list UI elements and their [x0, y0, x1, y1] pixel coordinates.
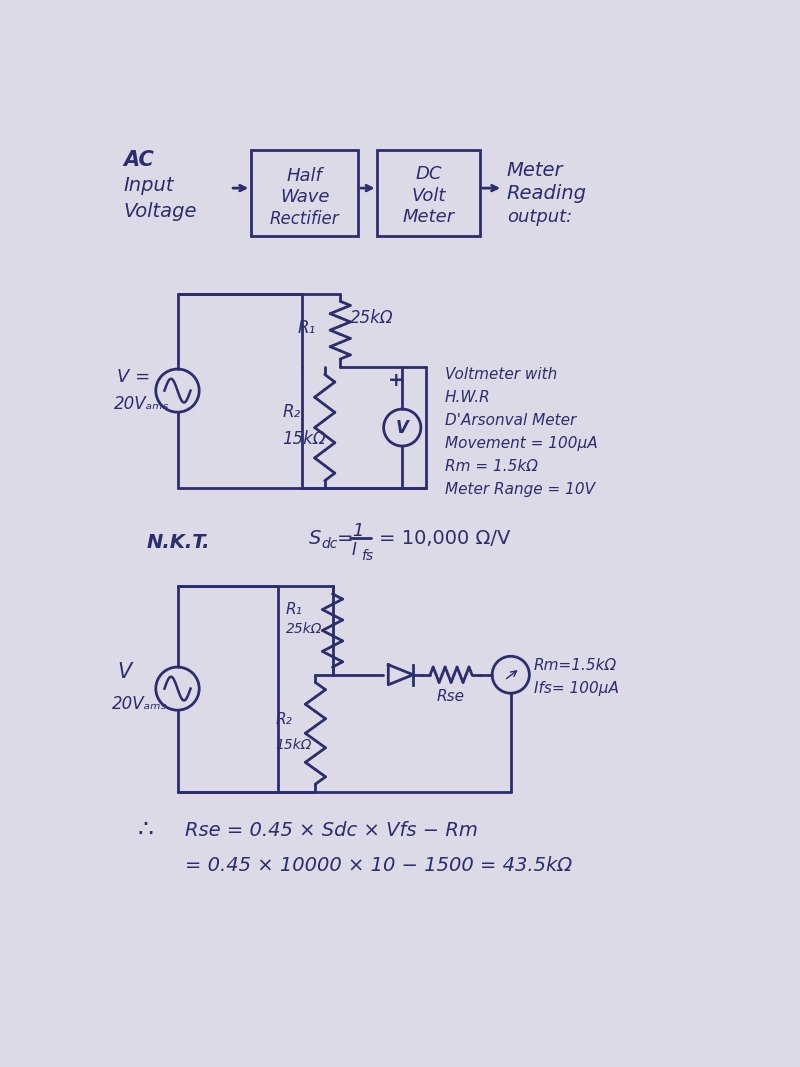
Text: Meter Range = 10V: Meter Range = 10V [445, 482, 595, 497]
Text: = 0.45 × 10000 × 10 − 1500 = 43.5kΩ: = 0.45 × 10000 × 10 − 1500 = 43.5kΩ [186, 856, 572, 875]
Text: R₁: R₁ [286, 602, 302, 617]
Text: N.K.T.: N.K.T. [146, 532, 210, 552]
Text: 25kΩ: 25kΩ [350, 309, 393, 328]
Text: V =: V = [117, 368, 150, 386]
Text: Rm = 1.5kΩ: Rm = 1.5kΩ [445, 459, 538, 475]
Text: 20Vₐₘₛ: 20Vₐₘₛ [112, 695, 167, 713]
Text: Rm=1.5kΩ: Rm=1.5kΩ [534, 658, 617, 673]
Text: Wave: Wave [280, 189, 330, 206]
Text: 25kΩ: 25kΩ [286, 622, 322, 636]
Text: DC: DC [415, 165, 442, 184]
Text: Voltmeter with: Voltmeter with [445, 367, 557, 382]
Text: S: S [310, 529, 322, 548]
Text: fs: fs [361, 550, 374, 563]
Text: 15kΩ: 15kΩ [282, 430, 326, 448]
Text: Movement = 100μA: Movement = 100μA [445, 436, 598, 451]
Text: Reading: Reading [507, 184, 587, 203]
Text: R₂: R₂ [275, 712, 292, 727]
Text: Meter: Meter [507, 161, 563, 180]
Text: Volt: Volt [411, 187, 446, 205]
Text: V: V [117, 662, 131, 682]
Text: D'Arsonval Meter: D'Arsonval Meter [445, 413, 576, 428]
Text: Meter: Meter [402, 208, 454, 226]
Text: V: V [396, 418, 409, 436]
Text: Rectifier: Rectifier [270, 210, 339, 228]
Bar [251, 149, 358, 236]
Text: Rse = 0.45 × Sdc × Vfs − Rm: Rse = 0.45 × Sdc × Vfs − Rm [186, 821, 478, 840]
Text: Input: Input [123, 176, 174, 195]
Text: 20Vₐₘₛ: 20Vₐₘₛ [114, 396, 170, 414]
Text: I: I [352, 541, 357, 559]
Text: 1: 1 [352, 522, 363, 540]
Text: R₂: R₂ [282, 403, 300, 421]
Text: Rse: Rse [437, 689, 465, 704]
Text: =: = [337, 529, 354, 548]
Text: = 10,000 Ω/V: = 10,000 Ω/V [379, 529, 510, 548]
Text: output:: output: [507, 208, 572, 225]
Text: Half: Half [286, 166, 322, 185]
Text: Ifs= 100μA: Ifs= 100μA [534, 681, 619, 696]
Text: ∴: ∴ [138, 818, 153, 842]
Text: H.W.R: H.W.R [445, 391, 490, 405]
Text: dc: dc [322, 537, 338, 551]
Text: 15kΩ: 15kΩ [275, 737, 311, 752]
Bar [378, 149, 480, 236]
Text: +: + [388, 371, 405, 391]
Text: Voltage: Voltage [123, 202, 197, 221]
Text: AC: AC [123, 150, 154, 171]
Text: R₁: R₁ [298, 319, 316, 337]
